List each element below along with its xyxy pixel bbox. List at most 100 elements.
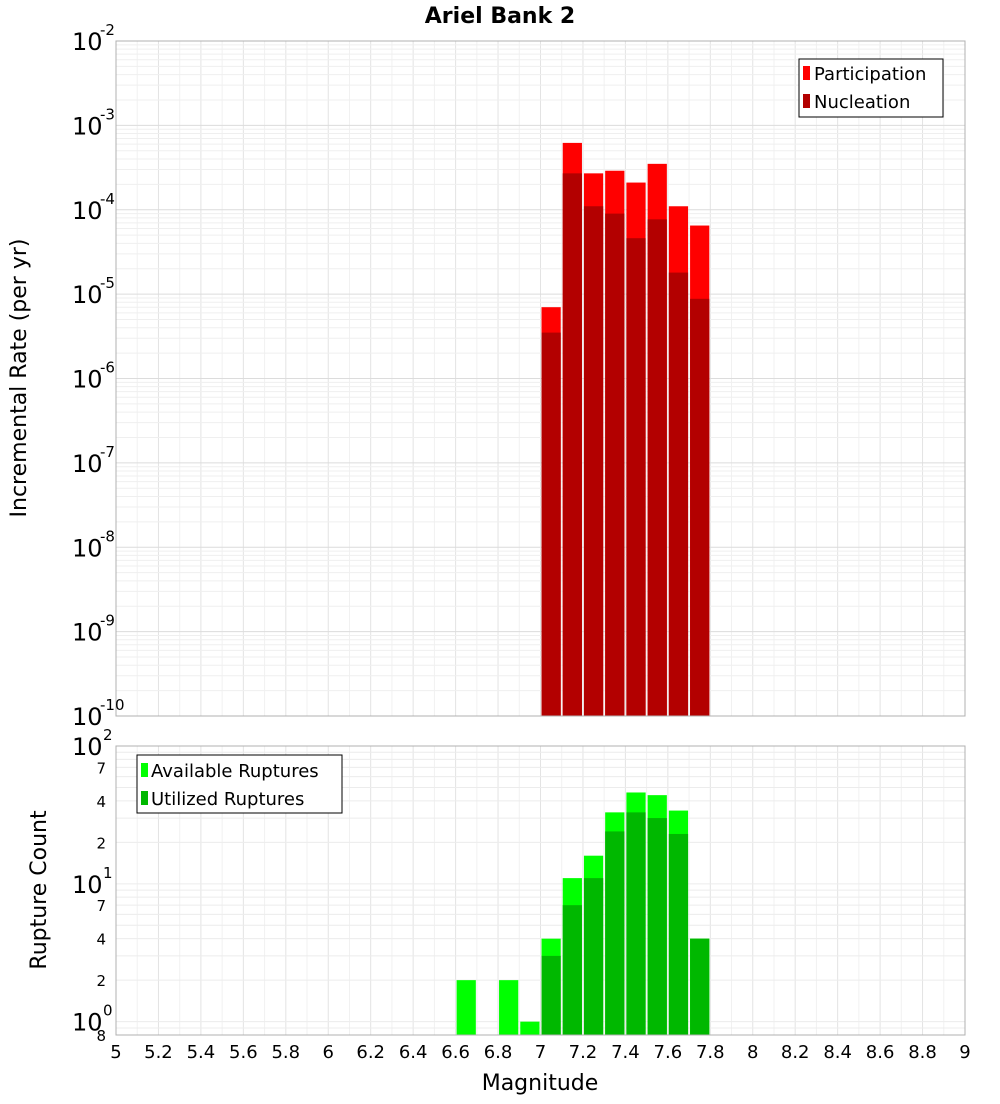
top-plot-panel: 10-210-310-410-510-610-710-810-910-10 In… <box>7 21 966 731</box>
top-y-tick-exponent: -6 <box>100 359 115 377</box>
bottom-y-minor-tick: 7 <box>96 759 106 777</box>
legend-label-utilized: Utilized Ruptures <box>151 789 304 810</box>
top-y-tick-exponent: -2 <box>100 21 115 39</box>
x-tick: 5 <box>110 1042 121 1063</box>
x-tick: 6.6 <box>441 1042 470 1063</box>
top-grid <box>115 41 966 717</box>
bottom-y-minor-tick: 4 <box>96 793 106 811</box>
x-tick: 7 <box>535 1042 546 1063</box>
top-y-tick-exponent: -8 <box>100 527 115 545</box>
top-y-axis-label: Incremental Rate (per yr) <box>7 239 32 518</box>
legend-label-participation: Participation <box>814 64 926 85</box>
bottom-y-major-tick: 10 1 <box>72 864 113 899</box>
x-tick: 6 <box>323 1042 334 1063</box>
top-y-tick: 10-4 <box>72 190 115 225</box>
top-bars <box>541 142 710 717</box>
bottom-y-axis-label: Rupture Count <box>27 810 52 970</box>
top-y-tick-base: 10 <box>72 197 103 225</box>
x-tick: 5.6 <box>229 1042 258 1063</box>
bottom-legend: Available Ruptures Utilized Ruptures <box>136 754 343 814</box>
bottom-bar-b <box>562 905 582 1035</box>
bottom-bar-a <box>456 980 476 1035</box>
top-y-tick-exponent: -7 <box>100 443 115 461</box>
x-tick: 5.8 <box>271 1042 300 1063</box>
top-y-tick-base: 10 <box>72 450 103 478</box>
x-tick: 8.2 <box>781 1042 810 1063</box>
legend-label-nucleation: Nucleation <box>814 92 910 113</box>
bottom-y-major-tick: 10 2 <box>72 726 113 761</box>
top-y-tick-base: 10 <box>72 112 103 140</box>
x-tick: 6.4 <box>399 1042 428 1063</box>
top-y-tick: 10-3 <box>72 105 115 140</box>
top-bar-b <box>647 219 667 717</box>
top-bar-b <box>626 238 646 716</box>
legend-swatch-utilized <box>141 791 148 805</box>
top-y-tick-exponent: -3 <box>100 105 115 123</box>
top-y-tick: 10-7 <box>72 443 115 478</box>
top-legend-box <box>798 58 944 118</box>
bottom-bar-b <box>605 831 625 1035</box>
top-y-tick: 10-9 <box>72 612 115 647</box>
x-tick: 8 <box>747 1042 758 1063</box>
top-plot-border <box>115 40 966 717</box>
bottom-y-tick-base: 10 <box>72 733 103 761</box>
bottom-plot-border <box>115 745 966 1036</box>
bottom-bar-a <box>520 1021 540 1035</box>
x-tick: 7.8 <box>696 1042 725 1063</box>
bottom-y-tick-base: 10 <box>72 1009 103 1037</box>
x-tick: 5.2 <box>144 1042 173 1063</box>
bottom-bars <box>456 792 710 1035</box>
top-y-tick: 10-5 <box>72 274 115 309</box>
bottom-legend-box <box>136 754 343 814</box>
x-tick: 6.2 <box>356 1042 385 1063</box>
bottom-bar-b <box>541 955 561 1035</box>
bottom-y-tick-exponent: 0 <box>103 1002 113 1020</box>
top-y-tick-base: 10 <box>72 534 103 562</box>
x-tick: 8.4 <box>823 1042 852 1063</box>
top-y-tick-exponent: -4 <box>100 190 115 208</box>
x-tick-labels: 5 5.2 5.4 5.6 5.8 6 6.2 6.4 6.6 6.8 7 7.2 7.4 7.6 7.8 8… <box>110 1042 970 1063</box>
top-y-tick-base: 10 <box>72 619 103 647</box>
top-y-tick-exponent: -10 <box>100 696 125 714</box>
top-y-tick: 10-8 <box>72 527 115 562</box>
legend-swatch-available <box>141 763 148 777</box>
top-y-tick-base: 10 <box>72 281 103 309</box>
x-tick: 5.4 <box>187 1042 216 1063</box>
top-legend: Participation Nucleation <box>798 58 944 118</box>
top-y-tick-base: 10 <box>72 366 103 394</box>
top-bar-b <box>668 272 689 716</box>
bottom-y-tick-base: 10 <box>72 871 103 899</box>
legend-label-available: Available Ruptures <box>151 761 319 782</box>
top-y-tick: 10-6 <box>72 359 115 394</box>
bottom-y-tick-exponent: 2 <box>103 726 113 744</box>
x-tick: 7.4 <box>611 1042 640 1063</box>
bottom-bar-b <box>690 938 710 1035</box>
bottom-y-major-tick: 10 0 <box>72 1002 113 1037</box>
bottom-y-tick-exponent: 1 <box>103 864 113 882</box>
x-tick: 9 <box>959 1042 970 1063</box>
top-y-tick-base: 10 <box>72 703 103 731</box>
top-y-tick-exponent: -9 <box>100 612 115 630</box>
top-y-tick-base: 10 <box>72 28 103 56</box>
top-bar-b <box>605 213 625 717</box>
x-tick: 8.6 <box>866 1042 895 1063</box>
top-bar-b <box>541 332 561 716</box>
bottom-bar-b <box>583 878 604 1035</box>
x-tick: 7.6 <box>654 1042 683 1063</box>
chart-title: Ariel Bank 2 <box>425 4 575 29</box>
bottom-y-minor-tick: 2 <box>96 834 106 852</box>
top-bar-b <box>690 298 710 716</box>
top-bar-b <box>562 173 582 716</box>
top-y-tick-exponent: -5 <box>100 274 115 292</box>
x-tick: 8.8 <box>908 1042 937 1063</box>
bottom-bar-b <box>668 833 689 1035</box>
legend-swatch-nucleation <box>803 94 810 108</box>
bottom-bar-b <box>626 812 646 1035</box>
bottom-y-minor-tick: 4 <box>96 931 106 949</box>
x-tick: 7.2 <box>569 1042 598 1063</box>
top-y-tick-labels: 10-210-310-410-510-610-710-810-910-10 <box>72 21 125 731</box>
bottom-y-minor-tick: 8 <box>96 1027 106 1045</box>
